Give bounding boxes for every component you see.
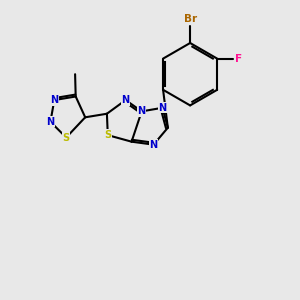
Text: N: N <box>138 106 146 116</box>
Text: F: F <box>235 54 242 64</box>
Text: S: S <box>63 133 70 142</box>
Text: N: N <box>50 95 58 105</box>
Text: N: N <box>46 117 55 127</box>
Text: N: N <box>149 140 158 150</box>
Text: S: S <box>104 130 111 140</box>
Text: N: N <box>158 103 166 113</box>
Text: Br: Br <box>184 14 197 24</box>
Text: N: N <box>122 95 130 105</box>
